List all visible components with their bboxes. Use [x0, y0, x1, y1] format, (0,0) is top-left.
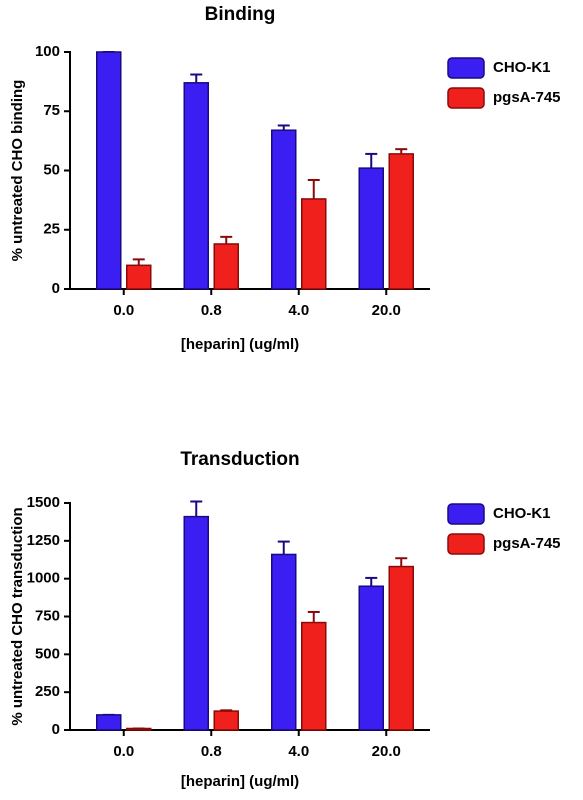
bar	[183, 82, 209, 290]
bar	[301, 198, 327, 290]
legend-label: pgsA-745	[493, 535, 561, 552]
y-tick-label: 100	[35, 43, 60, 60]
chart-title: Binding	[205, 4, 276, 25]
bar	[388, 565, 414, 731]
bar	[96, 714, 122, 731]
y-tick-label: 75	[43, 102, 60, 119]
x-tick-label: 0.0	[113, 743, 134, 760]
x-tick-label: 0.8	[201, 302, 222, 319]
y-axis-label: % untreated CHO transduction	[9, 507, 26, 725]
x-tick-label: 4.0	[288, 743, 309, 760]
legend-swatch	[447, 57, 485, 79]
y-tick-label: 1500	[27, 494, 60, 511]
legend-label: CHO-K1	[493, 505, 551, 522]
chart-title: Transduction	[180, 449, 299, 470]
y-tick-label: 25	[43, 221, 60, 238]
bar	[213, 243, 239, 290]
y-tick-label: 0	[52, 280, 60, 297]
legend-swatch	[447, 87, 485, 109]
legend-label: pgsA-745	[493, 89, 561, 106]
bar	[271, 553, 297, 731]
x-tick-label: 0.0	[113, 302, 134, 319]
x-tick-label: 0.8	[201, 743, 222, 760]
bar	[388, 153, 414, 290]
bar	[213, 710, 239, 731]
bar	[183, 515, 209, 731]
y-tick-label: 50	[43, 161, 60, 178]
y-tick-label: 1000	[27, 570, 60, 587]
y-tick-label: 750	[35, 607, 60, 624]
x-axis-label: [heparin] (ug/ml)	[181, 336, 299, 353]
bar	[271, 129, 297, 290]
legend-swatch	[447, 503, 485, 525]
legend-label: CHO-K1	[493, 59, 551, 76]
bar	[358, 585, 384, 731]
bar	[301, 621, 327, 731]
y-tick-label: 1250	[27, 532, 60, 549]
bar	[358, 167, 384, 290]
x-tick-label: 4.0	[288, 302, 309, 319]
y-tick-label: 0	[52, 721, 60, 738]
bar	[96, 51, 122, 290]
y-axis-label: % untreated CHO binding	[9, 80, 26, 262]
x-tick-label: 20.0	[372, 743, 401, 760]
y-tick-label: 500	[35, 645, 60, 662]
x-axis-label: [heparin] (ug/ml)	[181, 773, 299, 790]
y-tick-label: 250	[35, 683, 60, 700]
x-tick-label: 20.0	[372, 302, 401, 319]
bar	[126, 727, 152, 731]
legend-swatch	[447, 533, 485, 555]
bar	[126, 264, 152, 290]
